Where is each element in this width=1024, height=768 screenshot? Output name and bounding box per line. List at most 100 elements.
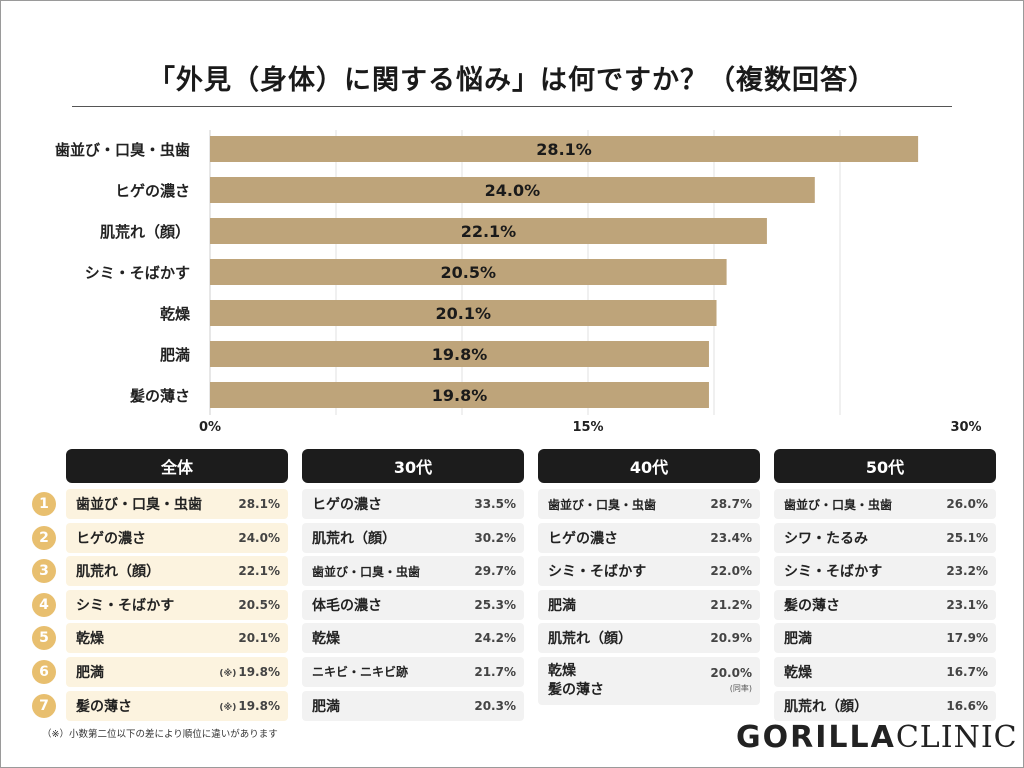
- row-label: 肥満: [76, 664, 104, 681]
- table-row: ヒゲの濃さ 24.0%: [66, 522, 288, 553]
- row-label: 肥満: [548, 597, 576, 614]
- row-value: 23.1%: [946, 597, 988, 612]
- row-value: 16.6%: [946, 698, 988, 713]
- bar: [210, 300, 717, 326]
- footnote: （※）小数第二位以下の差により順位に違いがあります: [42, 729, 278, 740]
- table-row: シワ・たるみ 25.1%: [774, 522, 996, 553]
- row-value: 23.4%: [710, 530, 752, 545]
- category-label: ヒゲの濃さ: [115, 182, 190, 200]
- row-label: 肥満: [784, 631, 812, 648]
- table-row: 肥満 21.2%: [538, 589, 760, 620]
- row-label: 肌荒れ（顔）: [76, 564, 160, 581]
- row-label: 肥満: [312, 698, 340, 715]
- row-label: 肌荒れ（顔）: [784, 698, 868, 715]
- row-value-number: 19.8%: [238, 698, 280, 713]
- tie-value: 20.0% (同率): [710, 665, 752, 697]
- row-label: ヒゲの濃さ: [76, 530, 146, 547]
- table-header: 40代: [538, 449, 760, 483]
- row-value: 21.7%: [474, 664, 516, 679]
- bar: [210, 341, 709, 367]
- row-value-number: 19.8%: [238, 664, 280, 679]
- logo-light-text: CLINIC: [895, 720, 1018, 755]
- table-row: 肌荒れ（顔） 30.2%: [302, 522, 524, 553]
- row-label: 歯並び・口臭・虫歯: [784, 497, 893, 512]
- row-label: ヒゲの濃さ: [312, 497, 382, 513]
- row-value: 26.0%: [946, 497, 988, 511]
- data-label: 22.1%: [461, 222, 517, 241]
- tie-labels: 乾燥 髪の薄さ: [548, 662, 604, 700]
- table-row: 髪の薄さ 23.1%: [774, 589, 996, 620]
- row-value: 29.7%: [474, 564, 516, 579]
- row-label: 体毛の濃さ: [312, 597, 382, 614]
- rank-number: 6: [32, 660, 56, 684]
- row-value: 22.1%: [238, 564, 280, 579]
- category-label: 肥満: [160, 346, 190, 364]
- table-header: 50代: [774, 449, 996, 483]
- row-label: 髪の薄さ: [784, 597, 840, 614]
- row-value: 24.2%: [474, 631, 516, 646]
- row-value: 25.1%: [946, 530, 988, 545]
- row-label: 乾燥: [548, 662, 576, 679]
- category-label: 肌荒れ（顔）: [100, 223, 190, 241]
- row-label: 歯並び・口臭・虫歯: [76, 497, 202, 513]
- table-overall: 全体 歯並び・口臭・虫歯 28.1% ヒゲの濃さ 24.0% 肌荒れ（顔） 22.1%…: [66, 449, 288, 724]
- table-row: 肌荒れ（顔） 16.6%: [774, 690, 996, 721]
- bar: [210, 259, 727, 285]
- table-row: ヒゲの濃さ 23.4%: [538, 522, 760, 553]
- category-label: 歯並び・口臭・虫歯: [55, 141, 190, 159]
- data-label: 28.1%: [536, 140, 592, 159]
- row-value: 23.2%: [946, 564, 988, 579]
- row-value: 30.2%: [474, 530, 516, 545]
- table-row: 髪の薄さ (※) 19.8%: [66, 690, 288, 721]
- row-value: 20.1%: [238, 631, 280, 646]
- row-label: 歯並び・口臭・虫歯: [548, 497, 657, 512]
- bar: [210, 218, 767, 244]
- row-label: 乾燥: [784, 664, 812, 681]
- table-row: 肌荒れ（顔） 22.1%: [66, 556, 288, 587]
- table-row: ニキビ・ニキビ跡 21.7%: [302, 656, 524, 687]
- logo-bold-text: GORILLA: [736, 720, 896, 755]
- table-row: シミ・そばかす 22.0%: [538, 556, 760, 587]
- table-row: 体毛の濃さ 25.3%: [302, 589, 524, 620]
- table-row: 肌荒れ（顔） 20.9%: [538, 623, 760, 654]
- table-row: 歯並び・口臭・虫歯 28.7%: [538, 489, 760, 519]
- row-label: シワ・たるみ: [784, 530, 868, 547]
- data-label: 24.0%: [485, 181, 541, 200]
- table-row: 肥満 17.9%: [774, 623, 996, 654]
- table-40s: 40代 歯並び・口臭・虫歯 28.7% ヒゲの濃さ 23.4% シミ・そばかす 22.…: [538, 449, 760, 709]
- category-label: 乾燥: [160, 305, 191, 323]
- row-label: 髪の薄さ: [76, 698, 132, 715]
- row-value: 25.3%: [474, 597, 516, 612]
- row-value: 16.7%: [946, 664, 988, 679]
- row-value: 17.9%: [946, 631, 988, 646]
- bar: [210, 177, 815, 203]
- page-title: 「外見（身体）に関する悩み」は何ですか？（複数回答）: [148, 65, 876, 96]
- category-label: 髪の薄さ: [129, 387, 190, 405]
- row-value: 20.9%: [710, 631, 752, 646]
- table-row: シミ・そばかす 20.5%: [66, 589, 288, 620]
- row-label: 肌荒れ（顔）: [312, 530, 396, 547]
- table-row: 肥満 20.3%: [302, 690, 524, 721]
- bar-chart: 歯並び・口臭・虫歯 28.1% ヒゲの濃さ 24.0% 肌荒れ（顔） 22.1% シミ・そば…: [0, 130, 1024, 440]
- tie-note: (※): [219, 702, 237, 713]
- row-label: 歯並び・口臭・虫歯: [312, 564, 421, 579]
- row-label: シミ・そばかす: [784, 564, 883, 581]
- tie-note: (※): [219, 668, 237, 679]
- rank-number: 5: [32, 626, 56, 651]
- table-row: 肥満 (※) 19.8%: [66, 656, 288, 687]
- row-label: ヒゲの濃さ: [548, 530, 618, 547]
- row-value: 20.0%: [710, 665, 752, 680]
- rank-number: 7: [32, 693, 56, 718]
- tie-note: (同率): [729, 683, 752, 693]
- x-tick-label: 0%: [199, 420, 221, 435]
- table-row: 歯並び・口臭・虫歯 26.0%: [774, 489, 996, 519]
- table-row: 乾燥 20.1%: [66, 623, 288, 654]
- row-label: 乾燥: [76, 631, 104, 648]
- row-value: 22.0%: [710, 564, 752, 579]
- data-label: 20.1%: [436, 304, 492, 323]
- data-label: 20.5%: [441, 263, 497, 282]
- row-label: 髪の薄さ: [548, 681, 604, 698]
- row-value: (※) 19.8%: [219, 699, 280, 713]
- table-row-tie: 乾燥 髪の薄さ 20.0% (同率): [538, 656, 760, 705]
- table-row: ヒゲの濃さ 33.5%: [302, 489, 524, 519]
